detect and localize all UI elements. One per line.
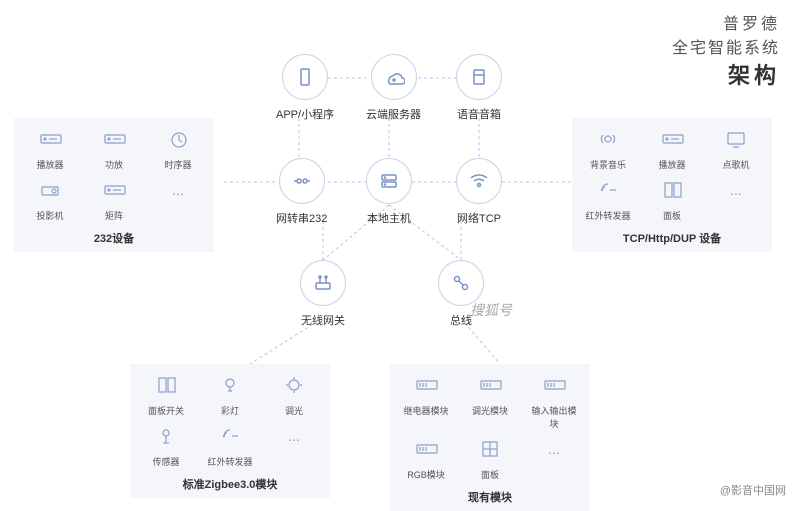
group-gtcp: 背景音乐播放器点歌机红外转发器面板... TCP/Http/DUP 设备 [572,118,772,252]
item-gzig-0-2: 调光 [270,374,318,417]
cloud-label: 云端服务器 [366,106,421,122]
more-dots: ... [270,425,318,468]
group-title-gzig: 标准Zigbee3.0模块 [142,476,318,492]
item-g232-1-1: 矩阵 [90,179,138,222]
item-gmod-0-2: 输入输出模块 [530,374,578,430]
item-gmod-0-0: 继电器模块 [402,374,450,430]
serial-icon [279,158,325,204]
item-gtcp-1-1: 面板 [648,179,696,222]
group-title-gmod: 现有模块 [402,489,578,505]
watermark-center: 搜狐号 [470,300,512,320]
node-tcp: 网络TCP [456,158,502,226]
group-title-gtcp: TCP/Http/DUP 设备 [584,230,760,246]
item-gzig-0-0: 面板开关 [142,374,190,417]
app-icon [282,54,328,100]
title-block: 普罗德 全宅智能系统 架构 [672,10,780,90]
gw-icon [300,260,346,306]
serial-label: 网转串232 [276,210,327,226]
app-label: APP/小程序 [276,106,334,122]
node-speaker: 语音音箱 [456,54,502,122]
more-dots: ... [712,179,760,222]
item-g232-0-2: 时序器 [154,128,202,171]
tcp-label: 网络TCP [456,210,502,226]
host-icon [366,158,412,204]
item-gtcp-0-1: 播放器 [648,128,696,171]
item-gzig-1-1: 红外转发器 [206,425,254,468]
item-gtcp-0-0: 背景音乐 [584,128,632,171]
speaker-label: 语音音箱 [456,106,502,122]
group-gzig: 面板开关彩灯调光传感器红外转发器... 标准Zigbee3.0模块 [130,364,330,498]
node-host: 本地主机 [366,158,412,226]
node-cloud: 云端服务器 [366,54,421,122]
item-gzig-1-0: 传感器 [142,425,190,468]
more-dots: ... [530,438,578,481]
item-gmod-1-0: RGB模块 [402,438,450,481]
cloud-icon [371,54,417,100]
node-gw: 无线网关 [300,260,346,328]
item-gmod-0-1: 调光模块 [466,374,514,430]
item-gtcp-0-2: 点歌机 [712,128,760,171]
item-g232-1-0: 投影机 [26,179,74,222]
item-gzig-0-1: 彩灯 [206,374,254,417]
node-serial: 网转串232 [276,158,327,226]
group-gmod: 继电器模块调光模块输入输出模块 RGB模块面板... 现有模块 [390,364,590,511]
gw-label: 无线网关 [300,312,346,328]
title-line1: 普罗德 [672,10,780,34]
host-label: 本地主机 [366,210,412,226]
node-app: APP/小程序 [276,54,334,122]
title-line3: 架构 [672,58,780,90]
item-gtcp-1-0: 红外转发器 [584,179,632,222]
item-g232-0-0: 播放器 [26,128,74,171]
tcp-icon [456,158,502,204]
item-gmod-1-1: 面板 [466,438,514,481]
watermark-footer: @影音中国网 [720,482,786,498]
title-line2: 全宅智能系统 [672,34,780,58]
more-dots: ... [154,179,202,222]
speaker-icon [456,54,502,100]
item-g232-0-1: 功放 [90,128,138,171]
group-g232: 播放器功放时序器投影机矩阵... 232设备 [14,118,214,252]
group-title-g232: 232设备 [26,230,202,246]
